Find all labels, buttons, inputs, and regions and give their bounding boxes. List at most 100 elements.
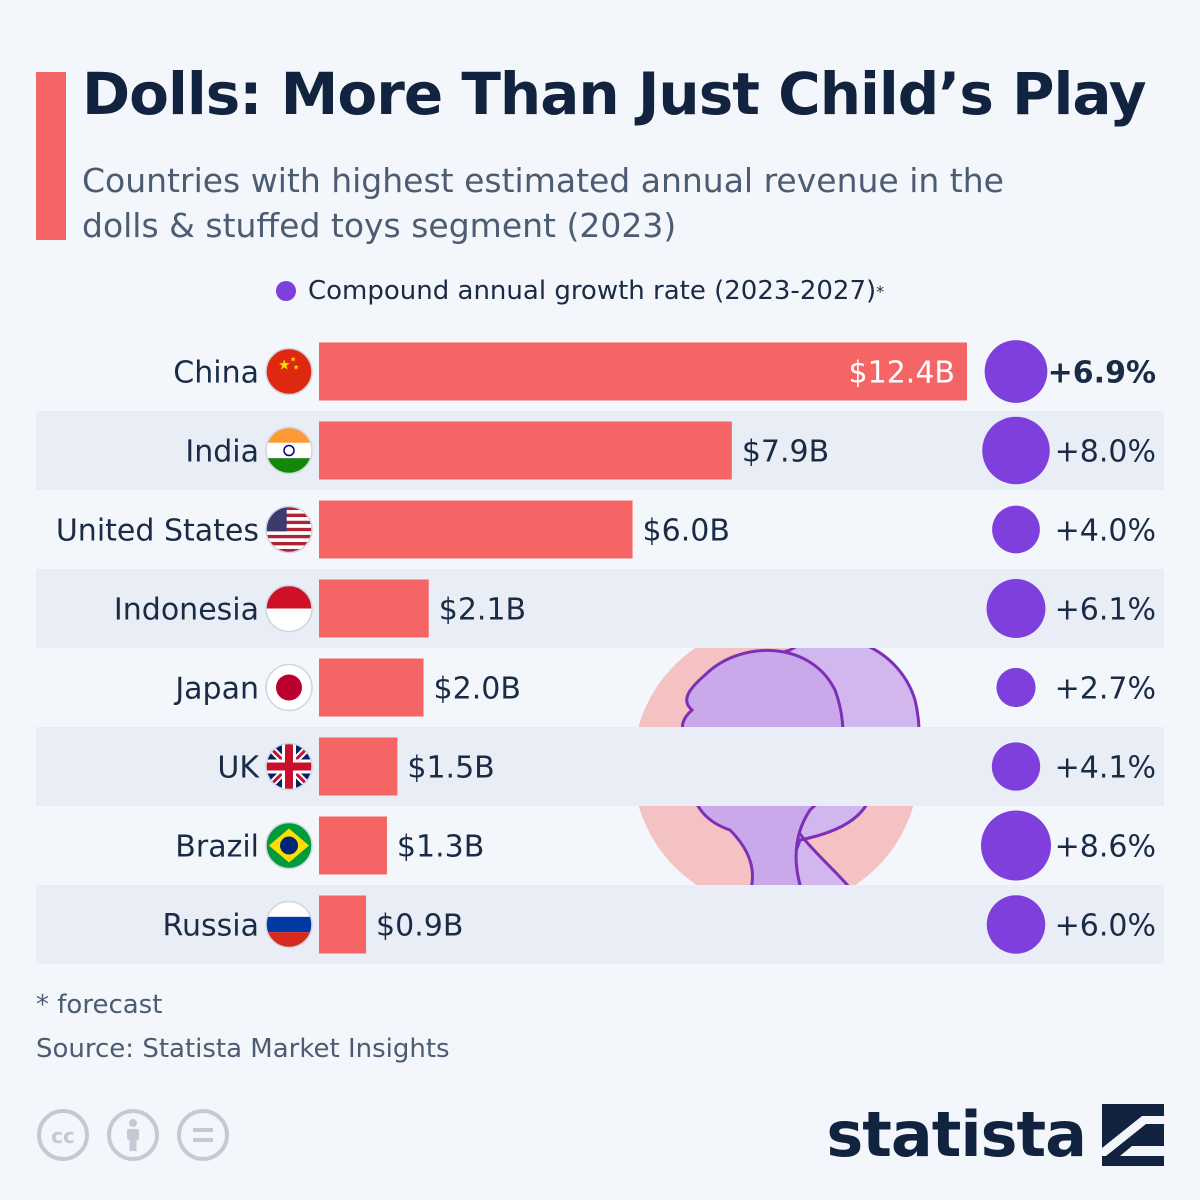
cagr-label: +4.1% [1055, 751, 1156, 786]
legend-dot-icon [276, 281, 296, 301]
flag-india-icon [265, 426, 313, 475]
flag-part [266, 548, 312, 553]
category-label: Japan [173, 672, 259, 707]
flag-globe [280, 836, 298, 855]
license-icons: cc [36, 1108, 230, 1162]
cagr-bubble [982, 416, 1050, 485]
category-label: China [173, 356, 259, 391]
flag-body [266, 822, 312, 869]
flag-part [266, 762, 312, 771]
legend: Compound annual growth rate (2023-2027) … [276, 276, 884, 306]
row-stripe [36, 569, 1164, 648]
value-label: $1.3B [397, 830, 484, 865]
chart-title: Dolls: More Than Just Child’s Play [82, 60, 1147, 128]
flag-outline [265, 663, 313, 712]
flag-part [266, 442, 312, 459]
bar [319, 500, 633, 559]
bar-chart: China ★ ★★ $12.4B +6.9%India $7.9B +8.0%United… [36, 340, 1164, 964]
footnote: * forecast [36, 990, 163, 1020]
flag-part [266, 534, 312, 539]
value-label: $1.5B [407, 751, 494, 786]
cagr-label: +6.1% [1055, 593, 1156, 628]
flag-star: ★ [278, 358, 291, 374]
flag-usa-icon [265, 505, 313, 554]
value-label: $6.0B [643, 514, 730, 549]
row-stripe [36, 885, 1164, 964]
svg-text:cc: cc [51, 1124, 75, 1148]
category-label: Russia [163, 909, 260, 944]
cagr-label: +6.0% [1055, 909, 1156, 944]
bar [319, 895, 367, 954]
flag-part [266, 513, 312, 518]
bar [319, 658, 424, 717]
flag-body [266, 585, 312, 632]
bar [319, 342, 967, 401]
flag-part [266, 916, 312, 933]
flag-part [266, 527, 312, 532]
flag-sun [276, 674, 302, 701]
cagr-label: +8.0% [1055, 435, 1156, 470]
creative-commons-icon[interactable]: cc [36, 1108, 90, 1162]
legend-superscript: * [876, 281, 885, 301]
flag-outline [265, 347, 313, 396]
statista-logo[interactable]: statista [826, 1098, 1164, 1171]
flag-outline [265, 584, 313, 633]
flag-china-icon: ★ ★★ [265, 347, 313, 396]
cagr-bubble [996, 667, 1036, 708]
value-label: $2.1B [439, 593, 526, 628]
brand-name: statista [826, 1098, 1087, 1171]
category-label: Indonesia [114, 593, 259, 628]
chart-subtitle: Countries with highest estimated annual … [82, 161, 1004, 245]
flag-indonesia-icon [265, 584, 313, 633]
flag-part [266, 531, 312, 535]
category-label: UK [217, 751, 260, 786]
flag-part [266, 538, 312, 542]
flag-part [266, 585, 312, 609]
flag-star: ★ [293, 364, 299, 372]
row-stripe [36, 727, 1164, 806]
category-label: United States [56, 514, 259, 549]
cagr-bubble [984, 340, 1048, 403]
bar [319, 816, 387, 875]
flag-part [266, 545, 312, 549]
flag-outline [265, 742, 313, 791]
no-derivatives-icon[interactable] [176, 1108, 230, 1162]
cagr-label: +4.0% [1055, 514, 1156, 549]
bar [319, 421, 732, 480]
flag-part [266, 506, 312, 511]
attribution-icon[interactable] [106, 1108, 160, 1162]
flag-body [266, 664, 312, 711]
legend-label: Compound annual growth rate (2023-2027) [308, 276, 877, 306]
cagr-bubble [992, 505, 1040, 554]
bar [319, 579, 429, 638]
cagr-label: +8.6% [1055, 830, 1156, 865]
cagr-label: +2.7% [1055, 672, 1156, 707]
value-label: $2.0B [434, 672, 521, 707]
flag-part [266, 608, 312, 632]
flag-body [266, 743, 312, 790]
bar [319, 737, 398, 796]
flag-body [266, 506, 312, 553]
flag-part [266, 348, 312, 395]
flag-outline [265, 505, 313, 554]
category-label: India [185, 435, 259, 470]
flag-wheel [283, 444, 295, 457]
flag-outline [265, 426, 313, 475]
statista-mark-icon [1102, 1103, 1164, 1166]
value-label: $7.9B [742, 435, 829, 470]
cagr-bubble [986, 579, 1046, 638]
cagr-bubble [986, 895, 1046, 954]
title-accent-bar [36, 72, 66, 240]
flag-part [266, 520, 312, 525]
category-label: Brazil [175, 830, 259, 865]
flag-japan-icon [265, 663, 313, 712]
cagr-bubble [981, 810, 1051, 881]
flag-part [266, 517, 312, 521]
value-label: $12.4B [849, 356, 955, 391]
flag-brazil-icon [265, 821, 313, 870]
flag-russia-icon [265, 900, 313, 949]
flag-star: ★ [290, 356, 296, 364]
flag-outline [265, 821, 313, 870]
flag-body: ★ ★★ [266, 348, 312, 395]
value-label: $0.9B [376, 909, 463, 944]
